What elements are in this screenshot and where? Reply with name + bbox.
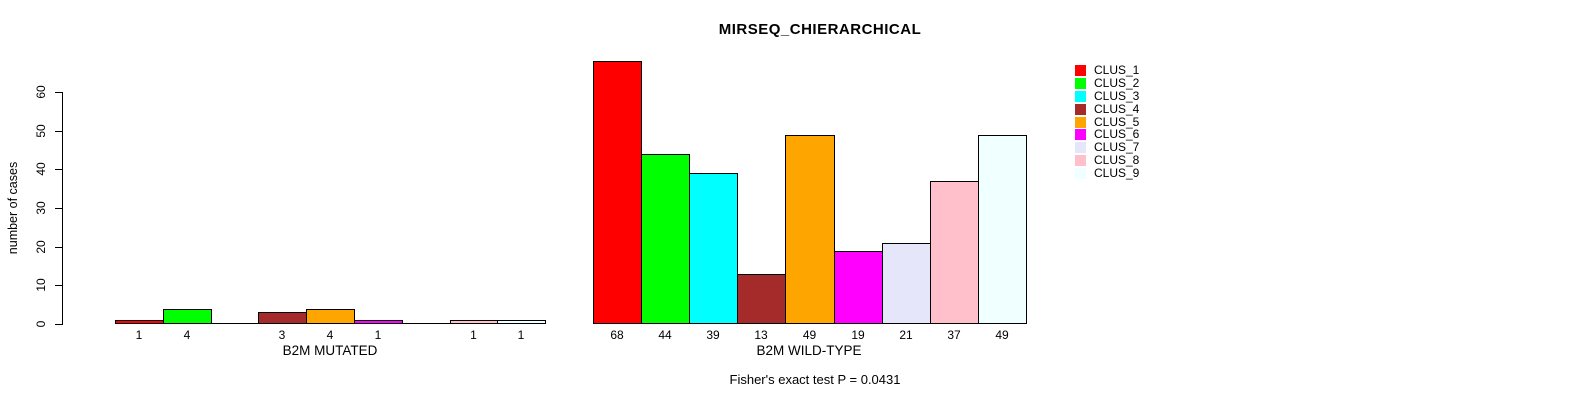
bar-value-label: 39: [706, 328, 720, 342]
legend-swatch-icon: [1075, 142, 1086, 154]
bar-CLUS_4: [258, 312, 307, 324]
legend-item: CLUS_6: [1075, 128, 1139, 141]
bar-value-label: 37: [947, 328, 961, 342]
fisher-test-annotation: Fisher's exact test P = 0.0431: [729, 372, 901, 387]
legend-label: CLUS_2: [1094, 75, 1140, 90]
legend-swatch-icon: [1075, 77, 1086, 89]
y-tick: [55, 131, 62, 132]
y-tick: [55, 285, 62, 286]
y-tick-label: 50: [34, 124, 48, 138]
legend-swatch-icon: [1075, 116, 1086, 128]
y-tick: [55, 92, 62, 93]
bar-CLUS_2: [641, 154, 690, 324]
legend-item: CLUS_5: [1075, 114, 1140, 129]
bar-CLUS_1: [115, 320, 164, 324]
legend-label: CLUS_7: [1094, 140, 1140, 155]
legend-swatch-icon: [1075, 155, 1086, 167]
y-axis-label: number of cases: [6, 161, 20, 255]
legend-item: CLUS_7: [1075, 141, 1139, 154]
bar-CLUS_9: [978, 135, 1027, 324]
legend-item: CLUS_4: [1075, 101, 1140, 116]
y-tick: [55, 247, 62, 248]
legend-item: CLUS_1: [1075, 64, 1139, 77]
legend-item: CLUS_3: [1075, 88, 1140, 103]
bar-value-label: 3: [278, 328, 286, 342]
legend-swatch-icon: [1075, 168, 1086, 180]
y-tick: [55, 208, 62, 209]
y-tick-label: 30: [34, 201, 48, 215]
bar-CLUS_4: [737, 274, 786, 324]
bar-CLUS_7: [882, 243, 931, 324]
bar-CLUS_5: [785, 135, 835, 324]
legend-label: CLUS_8: [1094, 153, 1140, 168]
legend-label: CLUS_5: [1094, 114, 1140, 129]
legend-item: CLUS_9: [1075, 167, 1139, 180]
y-tick: [55, 324, 62, 325]
legend-swatch-icon: [1075, 103, 1086, 115]
bar-value-label: 4: [326, 328, 334, 342]
y-tick-label: 40: [34, 162, 48, 176]
bar-value-label: 4: [183, 328, 191, 342]
chart-title: MIRSEQ_CHIERARCHICAL: [718, 21, 922, 38]
y-tick-label: 0: [34, 320, 48, 328]
y-tick-label: 20: [34, 240, 48, 254]
bar-CLUS_2: [163, 309, 212, 324]
y-tick-label: 10: [34, 278, 48, 292]
bar-CLUS_5: [306, 309, 355, 324]
legend-item: CLUS_2: [1075, 75, 1140, 90]
y-tick: [55, 169, 62, 170]
legend: CLUS_1 CLUS_2 CLUS_3 CLUS_4 CLUS_5 CLUS_6 CLUS…: [1075, 64, 1139, 180]
bar-value-label: 68: [610, 328, 624, 342]
legend-label: CLUS_9: [1094, 166, 1140, 181]
bar-CLUS_8: [930, 181, 979, 324]
zero-bar-CLUS_3: [211, 323, 259, 324]
legend-label: CLUS_1: [1094, 63, 1140, 77]
legend-label: CLUS_6: [1094, 127, 1140, 142]
bar-CLUS_9: [497, 320, 546, 324]
bar-value-label: 1: [470, 328, 477, 342]
legend-swatch-icon: [1075, 129, 1086, 141]
bar-value-label: 1: [135, 328, 143, 342]
legend-item: CLUS_8: [1075, 154, 1139, 167]
legend-label: CLUS_3: [1094, 88, 1140, 103]
legend-swatch-icon: [1075, 90, 1086, 102]
bar-value-label: 44: [658, 328, 672, 342]
bar-value-label: 21: [899, 328, 913, 342]
legend-label: CLUS_4: [1094, 101, 1140, 116]
legend-swatch-icon: [1075, 64, 1086, 76]
bar-CLUS_3: [689, 173, 738, 324]
bar-CLUS_6: [834, 251, 883, 324]
bar-value-label: 49: [995, 328, 1009, 342]
x-group-label-wildtype: B2M WILD-TYPE: [756, 343, 862, 358]
bar-value-label: 13: [754, 328, 768, 342]
bar-value-label: 19: [851, 328, 865, 342]
bar-CLUS_6: [354, 320, 403, 324]
zero-bar-CLUS_7: [402, 323, 451, 324]
y-axis-line: [62, 92, 63, 325]
y-tick-label: 60: [34, 85, 48, 99]
bar-CLUS_8: [450, 320, 498, 324]
bar-value-label: 49: [802, 328, 817, 342]
x-group-label-mutated: B2M MUTATED: [282, 343, 378, 358]
bar-value-label: 1: [374, 328, 382, 342]
bar-value-label: 1: [517, 328, 525, 342]
bar-CLUS_1: [593, 61, 642, 324]
